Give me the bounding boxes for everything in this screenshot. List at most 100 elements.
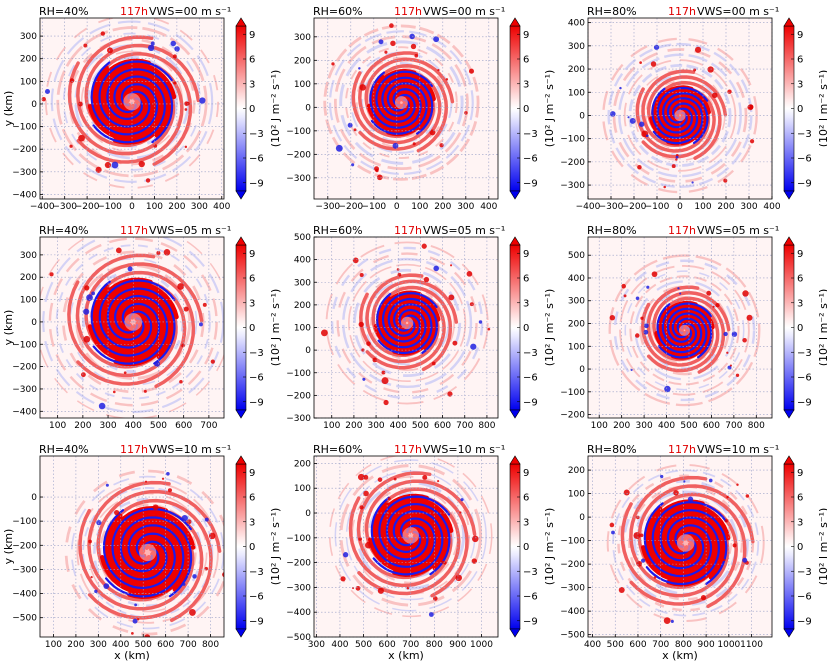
- rh-label: RH=60%: [313, 5, 363, 18]
- y-tick-label: 200: [568, 466, 585, 476]
- spiral-band: [661, 302, 713, 348]
- colorbar-tick-label: 9: [797, 468, 803, 479]
- y-tick-label: 100: [568, 88, 585, 98]
- convective-cell: [679, 292, 682, 295]
- convective-cell: [433, 596, 438, 601]
- x-tick-label: 700: [456, 421, 473, 431]
- convective-cell: [708, 478, 713, 483]
- convective-cell: [156, 250, 161, 255]
- colorbar-min-extend: [235, 628, 247, 638]
- convective-cell: [429, 129, 436, 136]
- time-label: 117h: [120, 443, 148, 456]
- convective-cell: [145, 178, 151, 183]
- x-tick-label: 100: [323, 421, 340, 431]
- convective-cell: [383, 399, 389, 406]
- spiral-band: [105, 524, 185, 598]
- convective-cell: [410, 43, 417, 50]
- convective-cell: [707, 66, 714, 73]
- convective-cell: [694, 46, 702, 53]
- y-tick-label: −200: [560, 158, 585, 168]
- eye-region: [394, 96, 408, 110]
- x-tick-label: 500: [680, 421, 697, 431]
- colorbar: 9 6 3 0 −3 −6 −9 (10² J m⁻² s⁻¹): [509, 455, 556, 638]
- outer-band: [348, 263, 467, 383]
- vws-label: VWS=10 m s⁻¹: [697, 443, 779, 456]
- colorbar-tick-label: 0: [523, 542, 529, 553]
- x-tick-label: 400: [480, 202, 497, 212]
- convective-cell: [331, 62, 335, 66]
- colorbar-tick-label: −9: [797, 178, 812, 189]
- convective-cell: [198, 322, 203, 327]
- y-tick-label: −300: [560, 584, 585, 594]
- y-tick-label: 0: [305, 103, 311, 113]
- x-tick-label: 100: [146, 202, 163, 212]
- colorbar-max-extend: [235, 17, 247, 27]
- y-tick-label: 100: [294, 484, 311, 494]
- convective-cell: [189, 609, 196, 616]
- colorbar-label: (10² J m⁻² s⁻¹): [817, 70, 827, 148]
- y-tick-label: 300: [294, 278, 311, 288]
- convective-cell: [94, 589, 98, 594]
- x-tick-label: 300: [90, 640, 107, 650]
- colorbar-tick-label: 6: [249, 493, 255, 504]
- x-tick-label: 700: [725, 421, 742, 431]
- outer-band: [75, 263, 192, 380]
- spiral-band: [378, 290, 427, 347]
- spiral-band: [652, 97, 704, 145]
- convective-cell: [640, 316, 644, 320]
- y-tick-label: −300: [12, 565, 37, 575]
- convective-cell: [646, 285, 650, 289]
- convective-cell: [114, 509, 120, 516]
- colorbar-tick-label: 3: [249, 79, 255, 90]
- y-tick-label: 0: [579, 365, 585, 375]
- y-tick-label: −100: [12, 340, 37, 350]
- colorbar: 9 6 3 0 −3 −6 −9 (10² J m⁻² s⁻¹): [783, 455, 827, 638]
- convective-cell: [611, 530, 615, 535]
- plot-frame: [587, 455, 773, 638]
- spiral-band: [657, 312, 708, 359]
- x-tick-label: 300: [457, 202, 474, 212]
- x-tick-label: 400: [331, 640, 348, 650]
- rh-label: RH=40%: [39, 224, 89, 237]
- y-tick-label: 400: [568, 274, 585, 284]
- x-tick-label: 300: [308, 640, 325, 650]
- x-tick-label: 800: [202, 640, 219, 650]
- x-tick-label: 400: [584, 640, 601, 650]
- colorbar-max-extend: [783, 455, 795, 465]
- x-tick-label: 500: [150, 421, 167, 431]
- y-tick-label: −300: [286, 414, 311, 424]
- outer-band: [328, 30, 474, 176]
- convective-cell: [357, 473, 365, 481]
- spiral-band: [98, 62, 177, 130]
- colorbar: 9 6 3 0 −3 −6 −9 (10² J m⁻² s⁻¹): [509, 236, 556, 419]
- colorbar-max-extend: [509, 17, 521, 27]
- vws-label: VWS=00 m s⁻¹: [149, 5, 231, 18]
- eye-region: [123, 93, 141, 111]
- convective-cell: [745, 494, 750, 498]
- convective-cell: [384, 50, 388, 54]
- convective-cell: [78, 134, 85, 142]
- convective-cell: [366, 341, 371, 346]
- panel-2-2: 100 200 300 400 500 600 700 800 500 400 300 200 100 0…: [286, 224, 556, 431]
- convective-cell: [342, 552, 349, 558]
- y-tick-label: 200: [294, 459, 311, 469]
- spiral-band: [98, 279, 176, 349]
- time-label: 117h: [394, 224, 422, 237]
- convective-cell: [208, 532, 216, 540]
- x-tick-label: 1100: [740, 640, 763, 650]
- spiral-band: [645, 516, 721, 586]
- colorbar-tick-label: −6: [523, 373, 538, 384]
- y-axis-title: y (km): [2, 310, 15, 346]
- y-tick-label: 200: [20, 55, 37, 65]
- x-tick-label: 800: [426, 640, 443, 650]
- outer-band: [628, 63, 732, 167]
- y-tick-label: 0: [579, 111, 585, 121]
- spiral-band: [102, 509, 176, 590]
- y-tick-label: 100: [294, 324, 311, 334]
- convective-cell: [729, 364, 732, 367]
- convective-cell: [362, 377, 366, 381]
- colorbar-min-extend: [509, 190, 521, 200]
- colorbar-min-extend: [783, 409, 795, 419]
- y-tick-label: 0: [305, 509, 311, 519]
- x-axis-title: x (km): [662, 649, 698, 662]
